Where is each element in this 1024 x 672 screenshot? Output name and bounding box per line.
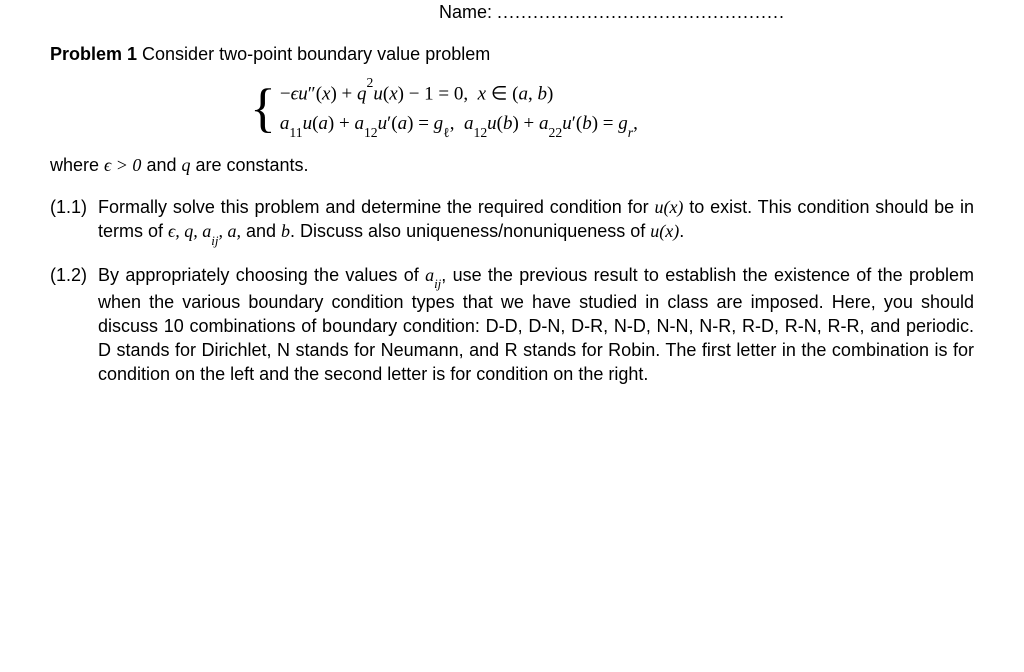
sub2-ij: ij xyxy=(434,276,441,291)
equation-system: { −ϵu″(x) + q2u(x) − 1 = 0, x ∈ (a, b) a… xyxy=(50,79,974,139)
name-field-line: Name: ..................................… xyxy=(50,0,974,24)
sub1-period: . xyxy=(679,221,684,241)
left-brace-icon: { xyxy=(250,81,276,141)
sub1-ux2: u(x) xyxy=(650,221,679,241)
sub1-ux: u(x) xyxy=(654,197,683,217)
page-root: Name: ..................................… xyxy=(0,0,1024,387)
problem-intro: Consider two-point boundary value proble… xyxy=(137,44,490,64)
name-dotted-line: ........................................… xyxy=(497,2,785,22)
sub1-and: and xyxy=(241,221,281,241)
where-clause: where ϵ > 0 and q are constants. xyxy=(50,153,974,177)
where-pre: where xyxy=(50,155,104,175)
equation-line-1: −ϵu″(x) + q2u(x) − 1 = 0, x ∈ (a, b) xyxy=(280,79,638,107)
where-mid: and xyxy=(141,155,181,175)
equation-lines: −ϵu″(x) + q2u(x) − 1 = 0, x ∈ (a, b) a11… xyxy=(280,79,638,139)
sub1-seg3: . Discuss also uniqueness/nonuniqueness … xyxy=(290,221,650,241)
sub1-ij: ij xyxy=(211,233,218,248)
equation-line-2: a11u(a) + a12u′(a) = gℓ, a12u(b) + a22u′… xyxy=(280,111,638,139)
name-label: Name: xyxy=(439,2,492,22)
where-eps: ϵ > 0 xyxy=(104,155,141,175)
sub1-label: (1.1) xyxy=(50,195,98,246)
sub1-vars2: , a, xyxy=(218,221,241,241)
sub2-aij: a xyxy=(425,265,434,285)
sub2-label: (1.2) xyxy=(50,263,98,387)
sub2-body: By appropriately choosing the values of … xyxy=(98,263,974,387)
problem-header: Problem 1 Consider two-point boundary va… xyxy=(50,42,974,66)
sub1-vars: ϵ, q, a xyxy=(168,221,211,241)
sub1-seg1: Formally solve this problem and determin… xyxy=(98,197,654,217)
subproblem-1-1: (1.1) Formally solve this problem and de… xyxy=(50,195,974,246)
sub2-seg1: By appropriately choosing the values of xyxy=(98,265,425,285)
subproblem-1-2: (1.2) By appropriately choosing the valu… xyxy=(50,263,974,387)
where-post: are constants. xyxy=(190,155,308,175)
sub1-b: b xyxy=(281,221,290,241)
sub1-body: Formally solve this problem and determin… xyxy=(98,195,974,246)
problem-label: Problem 1 xyxy=(50,44,137,64)
